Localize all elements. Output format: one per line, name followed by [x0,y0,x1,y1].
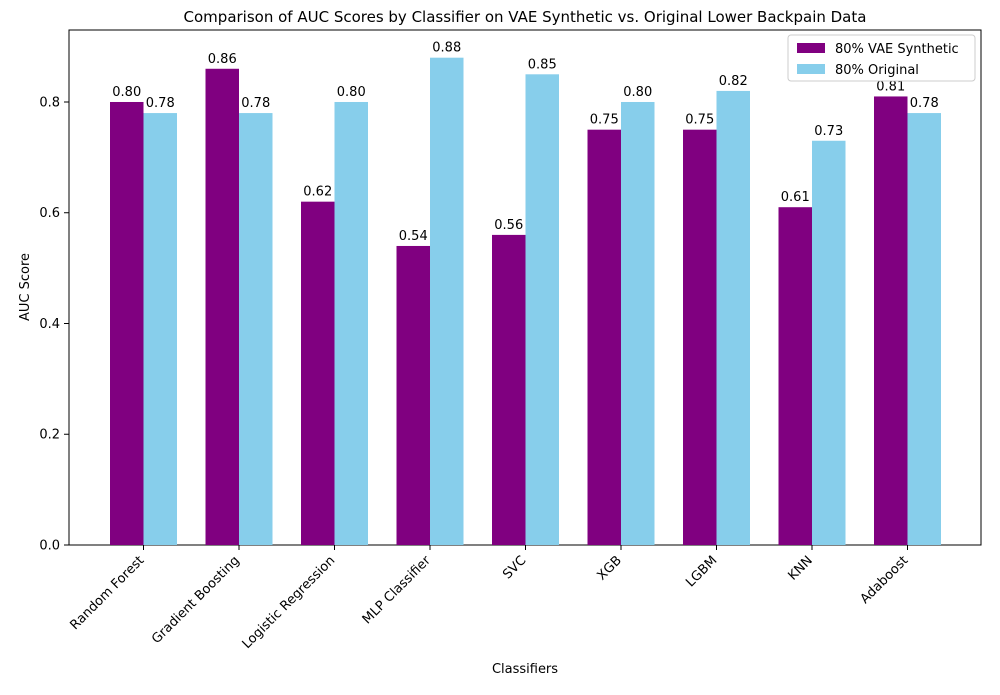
y-tick-label: 0.6 [39,206,60,221]
value-label: 0.78 [241,96,270,111]
value-label: 0.78 [910,96,939,111]
bar-original-7 [812,140,846,545]
bar-original-6 [716,90,750,546]
x-tick-label: Gradient Boosting [149,553,243,647]
value-label: 0.61 [781,190,810,205]
legend-swatch [797,43,825,53]
value-labels-layer: 0.80 0.86 0.62 0.54 0.56 0.75 0.75 0.61 0.81 0.78… [112,41,938,244]
x-axis-title: Classifiers [492,662,558,677]
x-tick-label: Logistic Regression [240,553,339,652]
bar-original-4 [525,74,559,545]
x-tick-label: Adaboost [858,553,912,607]
x-tick-label: LGBM [683,553,720,590]
x-tick-label: MLP Classifier [360,553,435,628]
y-tick-label: 0.0 [39,539,60,554]
bar-vae-synthetic-4 [492,234,526,546]
value-label: 0.75 [590,113,619,128]
value-label: 0.56 [494,218,523,233]
bars-layer [110,57,941,546]
bar-original-2 [334,101,368,545]
bar-vae-synthetic-3 [396,245,430,545]
value-label: 0.80 [112,85,141,100]
legend-label: 80% Original [835,63,919,78]
legend: 80% VAE Synthetic 80% Original [787,34,976,82]
bar-original-1 [239,113,273,545]
bar-original-3 [430,57,464,545]
value-label: 0.62 [303,185,332,200]
bar-original-5 [621,101,655,545]
legend-swatch [797,64,825,74]
legend-box [787,34,976,82]
value-label: 0.73 [814,124,843,139]
chart-title: Comparison of AUC Scores by Classifier o… [184,8,867,26]
bar-original-8 [907,113,941,545]
value-label: 0.80 [623,85,652,100]
x-tick-label: KNN [785,553,815,583]
x-tick-label: XGB [594,553,624,583]
bar-vae-synthetic-1 [205,68,239,546]
y-tick-label: 0.4 [39,317,60,332]
value-label: 0.75 [685,113,714,128]
y-tick-label: 0.2 [39,428,60,443]
y-tick-label: 0.8 [39,95,60,110]
x-tick-label: SVC [500,553,529,582]
value-label: 0.78 [146,96,175,111]
bar-original-0 [143,113,177,545]
bar-vae-synthetic-0 [110,101,144,545]
value-label: 0.54 [399,229,428,244]
bar-vae-synthetic-8 [874,96,908,546]
y-axis-title: AUC Score [18,253,33,321]
value-label: 0.82 [719,74,748,89]
value-label: 0.81 [876,79,905,94]
value-label: 0.80 [337,85,366,100]
value-label: 0.86 [208,52,237,67]
legend-label: 80% VAE Synthetic [835,42,959,57]
bar-vae-synthetic-2 [301,201,335,545]
bar-vae-synthetic-5 [587,129,621,545]
bar-vae-synthetic-6 [683,129,717,545]
bar-vae-synthetic-7 [778,207,812,546]
x-tick-label: Random Forest [68,553,148,633]
y-axis: 0.0 0.2 0.4 0.6 0.8 [39,95,69,554]
value-label: 0.88 [432,41,461,56]
value-label: 0.85 [528,57,557,72]
